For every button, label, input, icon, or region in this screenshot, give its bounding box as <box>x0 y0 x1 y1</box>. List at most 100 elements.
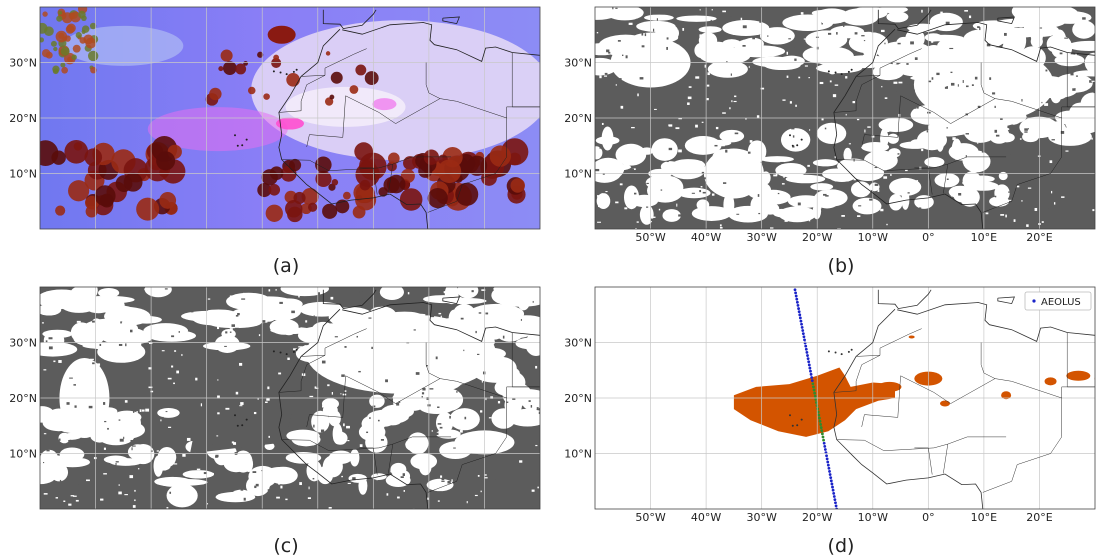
texture-speck <box>926 130 929 133</box>
convective-cloud <box>79 37 87 44</box>
clear-area <box>782 14 834 32</box>
lat-tick-label: 10°N <box>9 448 37 461</box>
clear-area <box>379 287 404 300</box>
texture-speck <box>398 330 401 334</box>
clear-area <box>286 429 320 442</box>
texture-speck <box>1062 217 1065 219</box>
texture-speck <box>666 46 668 50</box>
country-border <box>836 436 1007 451</box>
texture-speck <box>484 474 487 476</box>
texture-speck <box>836 32 838 35</box>
masked-region <box>190 370 296 454</box>
texture-speck <box>782 99 786 101</box>
texture-speck <box>372 405 376 408</box>
country-border <box>836 156 1007 171</box>
texture-speck <box>485 397 487 401</box>
texture-speck <box>501 383 505 386</box>
texture-speck <box>752 105 756 108</box>
texture-speck <box>808 77 810 79</box>
texture-speck <box>92 320 95 323</box>
texture-speck <box>734 95 737 98</box>
texture-speck <box>944 85 947 87</box>
aeolus-track-point <box>821 435 825 439</box>
clear-area <box>358 476 368 495</box>
texture-speck <box>321 360 326 364</box>
clear-area <box>696 199 710 211</box>
texture-speck <box>671 51 675 54</box>
coastline <box>442 296 461 305</box>
texture-speck <box>474 494 478 497</box>
texture-speck <box>199 343 201 347</box>
convective-cloud <box>71 54 77 60</box>
clear-area <box>862 42 879 59</box>
clear-area <box>207 317 262 329</box>
clear-area <box>837 158 870 174</box>
convective-cloud <box>218 66 224 72</box>
texture-speck <box>712 71 715 74</box>
island <box>791 424 794 427</box>
texture-speck <box>877 189 880 192</box>
texture-speck <box>719 227 723 229</box>
texture-speck <box>81 469 84 471</box>
texture-speck <box>118 419 121 421</box>
texture-speck <box>897 42 901 45</box>
texture-speck <box>155 299 159 302</box>
texture-speck <box>674 89 676 91</box>
texture-speck <box>75 418 79 421</box>
texture-speck <box>312 477 315 480</box>
convective-cloud <box>378 187 388 197</box>
texture-speck <box>921 148 924 152</box>
texture-speck <box>995 134 1000 137</box>
texture-speck <box>816 46 819 50</box>
island <box>245 138 248 141</box>
clear-area <box>886 11 909 23</box>
texture-speck <box>538 411 540 415</box>
texture-speck <box>678 118 682 120</box>
texture-speck <box>347 440 350 442</box>
texture-speck <box>1029 52 1033 55</box>
aeolus-track-point <box>833 498 837 502</box>
texture-speck <box>614 80 618 84</box>
texture-speck <box>745 187 749 191</box>
aeolus-track-point <box>811 382 815 386</box>
texture-speck <box>497 401 501 404</box>
texture-speck <box>407 292 410 295</box>
texture-speck <box>1091 80 1095 82</box>
texture-speck <box>254 300 259 303</box>
coastline <box>342 302 540 342</box>
texture-speck <box>668 124 673 127</box>
coastline <box>877 289 932 310</box>
map-content <box>595 287 1095 509</box>
texture-speck <box>646 206 649 208</box>
texture-speck <box>786 163 790 167</box>
island <box>234 414 236 417</box>
texture-speck <box>710 19 712 23</box>
aeolus-track-point <box>827 466 831 470</box>
texture-speck <box>246 295 250 297</box>
texture-speck <box>464 416 467 420</box>
texture-speck <box>837 228 841 229</box>
clear-area <box>787 195 824 208</box>
clear-area <box>233 450 253 473</box>
texture-speck <box>325 498 329 501</box>
texture-speck <box>744 180 746 184</box>
texture-speck <box>905 169 908 172</box>
texture-speck <box>477 318 481 320</box>
texture-speck <box>1013 219 1016 222</box>
panel-a-map: 10°N 20°N 30°N (a) <box>9 6 541 277</box>
texture-speck <box>878 72 883 75</box>
texture-speck <box>804 8 806 11</box>
texture-speck <box>494 477 496 480</box>
texture-speck <box>848 143 851 145</box>
texture-speck <box>201 331 204 335</box>
texture-speck <box>305 320 308 323</box>
texture-speck <box>1044 186 1048 190</box>
texture-speck <box>920 42 923 45</box>
texture-speck <box>884 49 887 52</box>
texture-speck <box>741 41 744 45</box>
lat-tick-label: 20°N <box>564 392 592 405</box>
texture-speck <box>46 415 51 419</box>
texture-speck <box>634 192 637 195</box>
texture-speck <box>990 126 994 130</box>
panel-d-map: 10°N 20°N 30°N 50°W 40°W 30°W 20°W 10°W 0° 10°E 20… <box>564 286 1096 557</box>
